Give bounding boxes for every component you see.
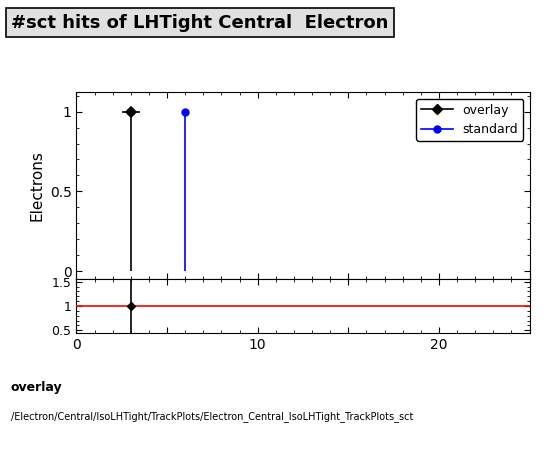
Y-axis label: Electrons: Electrons <box>29 151 44 221</box>
Text: #sct hits of LHTight Central  Electron: #sct hits of LHTight Central Electron <box>11 14 388 32</box>
Legend: overlay, standard: overlay, standard <box>417 99 524 141</box>
Text: /Electron/Central/IsoLHTight/TrackPlots/Electron_Central_IsoLHTight_TrackPlots_s: /Electron/Central/IsoLHTight/TrackPlots/… <box>11 411 413 422</box>
Text: overlay: overlay <box>11 381 63 394</box>
